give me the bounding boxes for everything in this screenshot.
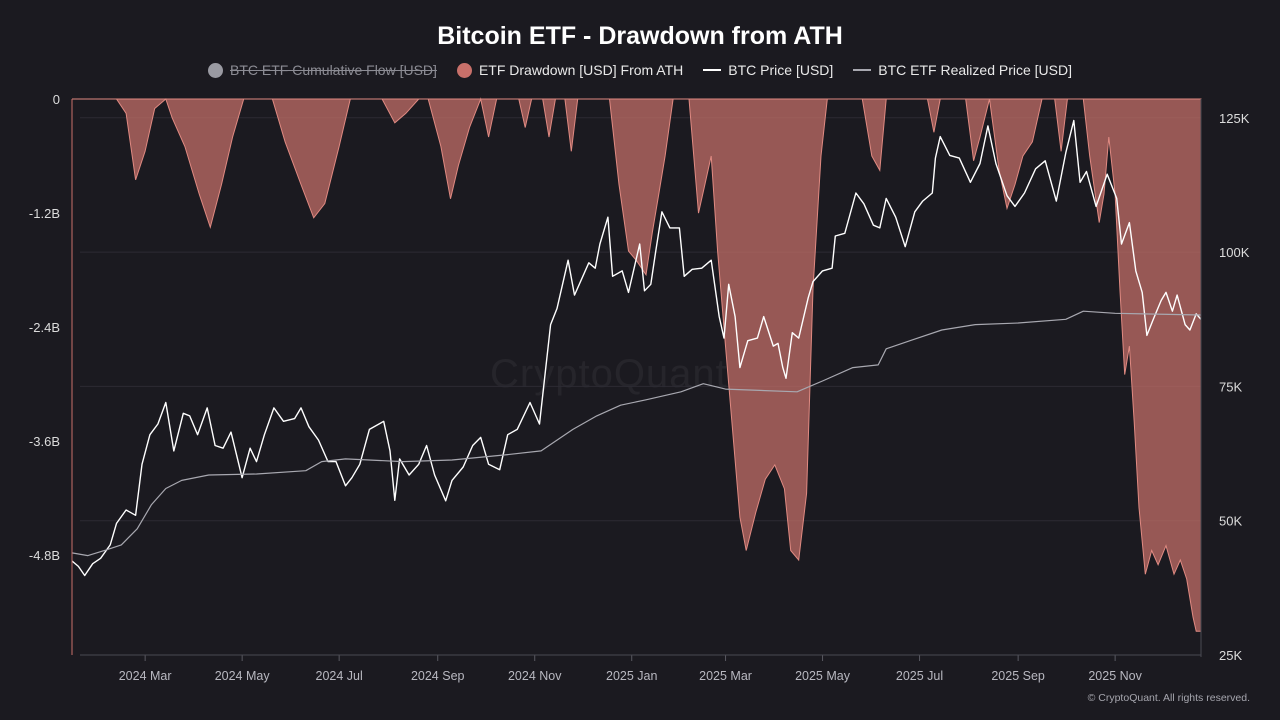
y-left-tick-label: -1.2B: [29, 206, 60, 221]
legend: BTC ETF Cumulative Flow [USD] ETF Drawdo…: [0, 62, 1280, 78]
drawdown-area-layer: [72, 97, 1202, 632]
y-right-tick-label: 125K: [1219, 111, 1250, 126]
x-tick-label: 2025 Mar: [699, 669, 752, 683]
chart-title: Bitcoin ETF - Drawdown from ATH: [437, 22, 843, 50]
y-right-tick-label: 50K: [1219, 514, 1242, 529]
y-left-tick-label: -2.4B: [29, 320, 60, 335]
y-left-tick-label: -4.8B: [29, 548, 60, 563]
legend-item-realized-price[interactable]: BTC ETF Realized Price [USD]: [853, 62, 1072, 78]
realized-price-line: [71, 310, 1202, 557]
x-tick-label: 2025 Sep: [991, 669, 1045, 683]
legend-label: BTC ETF Cumulative Flow [USD]: [230, 62, 437, 78]
x-tick-label: 2025 Nov: [1088, 669, 1142, 683]
x-tick-label: 2025 May: [795, 669, 851, 683]
y-right-tick-label: 100K: [1219, 245, 1250, 260]
y-left-tick-label: -3.6B: [29, 434, 60, 449]
line-layer: [71, 119, 1202, 577]
legend-item-btc-price[interactable]: BTC Price [USD]: [703, 62, 833, 78]
legend-dot-icon: [208, 62, 223, 78]
x-tick-label: 2024 Mar: [119, 669, 172, 683]
y-right-tick-label: 25K: [1219, 648, 1242, 663]
copyright-credit: © CryptoQuant. All rights reserved.: [1087, 692, 1250, 704]
x-tick-label: 2024 Jul: [316, 669, 363, 683]
btc-price-line: [71, 119, 1202, 577]
y-left-tick-label: 0: [53, 92, 60, 107]
x-tick-label: 2025 Jul: [896, 669, 943, 683]
drawdown-area: [72, 97, 1202, 632]
legend-line-icon: [853, 69, 872, 71]
axis-layer: 125K 100K 75K 50K 25K 0 -1.2B -2.4B -3.6B -4.8B 20…: [29, 92, 1250, 683]
y-right-tick-label: 75K: [1219, 379, 1242, 394]
x-tick-label: 2024 May: [215, 669, 271, 683]
x-tick-label: 2024 Nov: [508, 669, 562, 683]
legend-dot-icon: [456, 62, 472, 78]
legend-item-cumulative-flow[interactable]: BTC ETF Cumulative Flow [USD]: [208, 62, 437, 78]
watermark: CryptoQuant: [490, 352, 728, 396]
legend-item-etf-drawdown[interactable]: ETF Drawdown [USD] From ATH: [456, 62, 684, 78]
legend-label: ETF Drawdown [USD] From ATH: [478, 62, 684, 78]
legend-line-icon: [703, 69, 722, 71]
x-tick-label: 2024 Sep: [411, 669, 465, 683]
x-tick-label: 2025 Jan: [606, 669, 657, 683]
legend-label: BTC Price [USD]: [728, 62, 834, 78]
legend-label: BTC ETF Realized Price [USD]: [878, 62, 1072, 78]
